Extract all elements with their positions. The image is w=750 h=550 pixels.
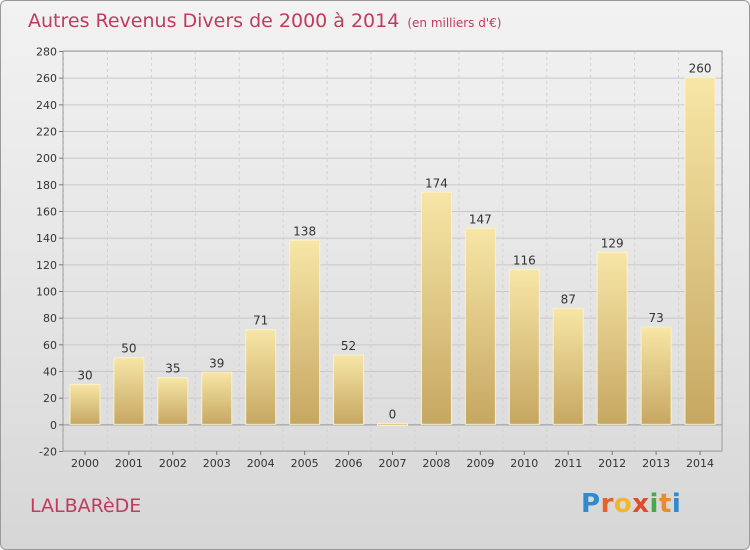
y-tick-label: 140 (36, 232, 57, 245)
y-tick-label: 120 (36, 259, 57, 272)
bar (377, 422, 408, 426)
bar-value-label: 0 (389, 407, 397, 421)
y-tick-label: -20 (39, 446, 57, 459)
x-tick-label: 2006 (335, 457, 363, 470)
bar-value-label: 138 (293, 224, 316, 238)
bar (333, 354, 365, 425)
chart-title: Autres Revenus Divers de 2000 à 2014 (en … (28, 10, 501, 32)
bar-value-label: 39 (209, 356, 224, 370)
logo-letter: x (632, 489, 650, 519)
chart-title-text: Autres Revenus Divers de 2000 à 2014 (28, 10, 400, 32)
x-tick-label: 2003 (203, 457, 231, 470)
y-tick-label: 0 (50, 419, 57, 432)
x-tick-label: 2014 (686, 457, 714, 470)
bar-value-label: 35 (165, 362, 180, 376)
chart-subtitle: (en milliers d'€) (407, 16, 502, 30)
y-tick-label: 20 (43, 392, 57, 405)
y-tick-label: 200 (36, 152, 57, 165)
x-tick-label: 2009 (466, 457, 494, 470)
logo-letter: i (649, 489, 659, 519)
bar-value-label: 116 (513, 254, 536, 268)
x-tick-label: 2002 (159, 457, 187, 470)
logo-letter: r (600, 489, 614, 519)
y-tick-label: 240 (36, 99, 57, 112)
city-name: LALBARèDE (30, 495, 142, 517)
bar-value-label: 73 (648, 311, 663, 325)
bars (69, 77, 716, 426)
bar-value-label: 71 (253, 314, 268, 328)
bar-value-label: 260 (689, 62, 712, 76)
y-tick-label: 40 (43, 366, 57, 379)
x-tick-label: 2001 (115, 457, 143, 470)
bar (69, 383, 101, 425)
logo-letter: t (658, 489, 672, 519)
y-tick-label: 280 (36, 46, 57, 59)
bar-value-label: 147 (469, 212, 492, 226)
bar (113, 357, 145, 425)
y-tick-label: 260 (36, 72, 57, 85)
bar (420, 191, 452, 425)
y-tick-label: 220 (36, 126, 57, 139)
tick-labels: -20 0 20 40 60 80 100 120 140 160 180 200 220 240 260 2… (36, 46, 714, 471)
x-tick-label: 2000 (71, 457, 99, 470)
bar (245, 329, 277, 425)
x-tick-label: 2011 (554, 457, 582, 470)
logo-letter: i (671, 489, 682, 519)
bar-value-label: 174 (425, 176, 448, 190)
y-tick-label: 80 (43, 312, 57, 325)
y-tick-label: 180 (36, 179, 57, 192)
x-tick-label: 2007 (379, 457, 407, 470)
y-tick-label: 160 (36, 206, 57, 219)
logo-letter: P (581, 489, 601, 519)
bar-value-label: 87 (561, 292, 576, 306)
y-tick-label: 100 (36, 286, 57, 299)
x-tick-label: 2004 (247, 457, 275, 470)
bar (157, 377, 189, 425)
logo-letter: o (613, 489, 633, 519)
bar (552, 307, 584, 425)
bar-value-label: 50 (121, 342, 136, 356)
bar-value-label: 129 (601, 236, 624, 250)
proxiti-logo: Proxiti (581, 489, 681, 519)
x-tick-label: 2008 (422, 457, 450, 470)
bar (684, 77, 716, 425)
bar (640, 326, 672, 425)
x-tick-label: 2012 (598, 457, 626, 470)
bar (464, 227, 496, 425)
x-tick-label: 2013 (642, 457, 670, 470)
x-tick-label: 2010 (510, 457, 538, 470)
y-tick-label: 60 (43, 339, 57, 352)
bar (508, 269, 540, 425)
bar (289, 239, 321, 425)
bar-value-label: 30 (77, 368, 92, 382)
bar (201, 371, 233, 425)
bar (596, 251, 628, 425)
x-tick-label: 2005 (291, 457, 319, 470)
value-labels: 30 50 35 39 71 138 52 0 174 147 116 87 129 73 260 (77, 62, 711, 422)
bar-value-label: 52 (341, 339, 356, 353)
